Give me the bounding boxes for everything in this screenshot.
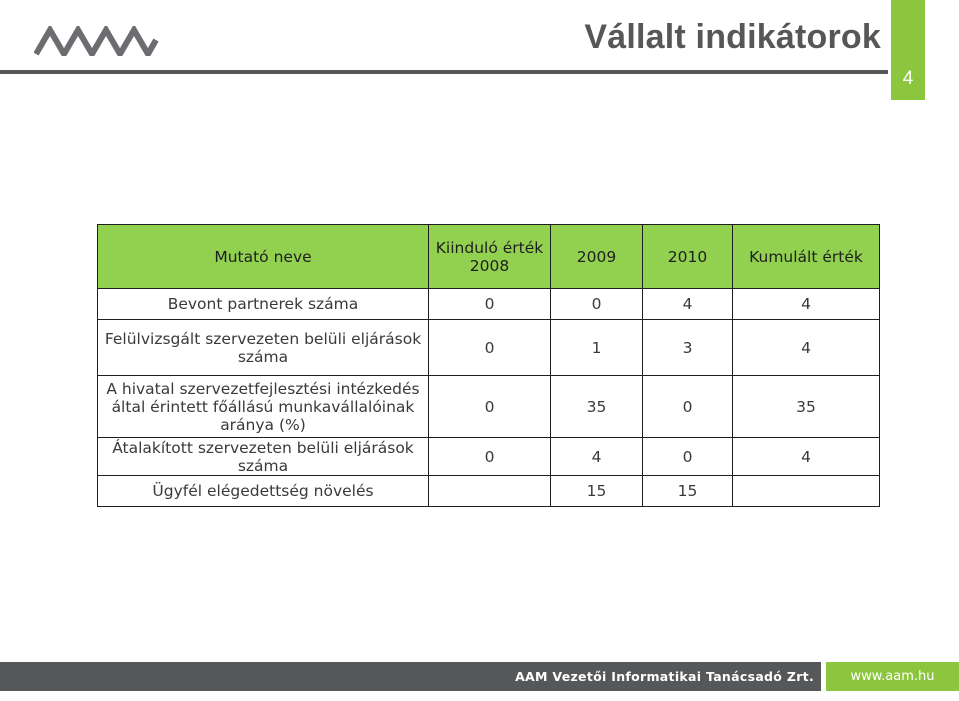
page-number-tab: 4 bbox=[891, 0, 925, 100]
page-number: 4 bbox=[902, 68, 914, 89]
table-cell: Átalakított szervezeten belüli eljárások… bbox=[97, 437, 429, 476]
table-cell: Bevont partnerek száma bbox=[97, 288, 429, 320]
table-cell: 35 bbox=[550, 375, 643, 438]
table-cell: 0 bbox=[550, 288, 643, 320]
table-cell: 35 bbox=[732, 375, 880, 438]
table-cell: 0 bbox=[428, 288, 551, 320]
aam-logo-icon bbox=[34, 26, 159, 56]
table-cell: 0 bbox=[642, 437, 733, 476]
table-header-row: Mutató neve Kiinduló érték 2008 2009 201… bbox=[97, 224, 880, 289]
table-cell: 4 bbox=[732, 288, 880, 320]
table-cell: Ügyfél elégedettség növelés bbox=[97, 475, 429, 507]
table-cell: 0 bbox=[428, 319, 551, 376]
table-cell: 0 bbox=[428, 375, 551, 438]
footer-bar: AAM Vezetői Informatikai Tanácsadó Zrt. … bbox=[0, 662, 959, 691]
table-cell: 3 bbox=[642, 319, 733, 376]
table-cell: 0 bbox=[428, 437, 551, 476]
header-baseline: Kiinduló érték 2008 bbox=[428, 224, 551, 289]
table-cell: 4 bbox=[732, 319, 880, 376]
table-cell: 15 bbox=[550, 475, 643, 507]
header-rule bbox=[0, 70, 888, 74]
footer-divider bbox=[821, 662, 826, 691]
table-cell: Felülvizsgált szervezeten belüli eljárás… bbox=[97, 319, 429, 376]
table-cell: 1 bbox=[550, 319, 643, 376]
footer-company-name: AAM Vezetői Informatikai Tanácsadó Zrt. bbox=[515, 669, 814, 684]
header-cumulative: Kumulált érték bbox=[732, 224, 880, 289]
table-row: Átalakított szervezeten belüli eljárások… bbox=[97, 437, 880, 476]
page-title: Vállalt indikátorok bbox=[584, 18, 881, 56]
table-cell bbox=[428, 475, 551, 507]
table-cell: 0 bbox=[642, 375, 733, 438]
table-row: Bevont partnerek száma 0 0 4 4 bbox=[97, 288, 880, 320]
table-cell: 4 bbox=[642, 288, 733, 320]
header-2010: 2010 bbox=[642, 224, 733, 289]
indicator-table: Mutató neve Kiinduló érték 2008 2009 201… bbox=[97, 224, 880, 507]
table-cell: 4 bbox=[550, 437, 643, 476]
table-row: Ügyfél elégedettség növelés 15 15 bbox=[97, 475, 880, 507]
table-cell: 4 bbox=[732, 437, 880, 476]
table-row: A hivatal szervezetfejlesztési intézkedé… bbox=[97, 375, 880, 438]
table-cell bbox=[732, 475, 880, 507]
header-2009: 2009 bbox=[550, 224, 643, 289]
header-indicator-name: Mutató neve bbox=[97, 224, 429, 289]
table-cell: A hivatal szervezetfejlesztési intézkedé… bbox=[97, 375, 429, 438]
table-row: Felülvizsgált szervezeten belüli eljárás… bbox=[97, 319, 880, 376]
table-cell: 15 bbox=[642, 475, 733, 507]
footer-website-link[interactable]: www.aam.hu bbox=[826, 662, 959, 691]
